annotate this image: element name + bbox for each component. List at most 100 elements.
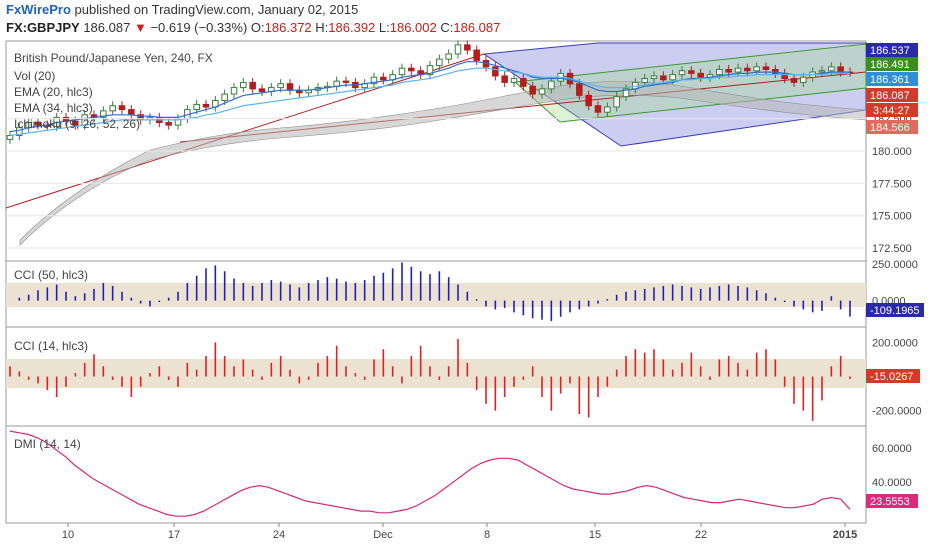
legend-ema34: EMA (34, hlc3) [14, 101, 93, 115]
candle-body [734, 67, 742, 73]
time-tick-label: 10 [62, 529, 74, 541]
candle-body [594, 105, 602, 113]
cci50-histogram [18, 262, 851, 322]
candle-body [622, 88, 630, 98]
candle-body [604, 106, 611, 113]
candle-body [286, 83, 294, 91]
candle-body [258, 88, 266, 92]
candle-body [641, 78, 648, 83]
tag-countdown-bg [866, 103, 918, 117]
dmi-series-line [9, 430, 851, 517]
legend-cci14: CCI (14, hlc3) [14, 339, 88, 353]
candle-body [529, 85, 536, 95]
low-label: L: [378, 20, 390, 35]
dmi-tick-label: 40.0000 [872, 477, 912, 489]
candle-body [548, 80, 555, 90]
candle-body [669, 74, 676, 81]
candle-body [118, 105, 126, 111]
candle-body [772, 68, 779, 74]
time-tick-label: 8 [484, 529, 490, 541]
candle-body [342, 80, 350, 83]
candle-body [753, 66, 760, 72]
candle-body [800, 76, 807, 83]
price-change: −0.619 (−0.33%) [150, 20, 248, 35]
chart-header: FxWirePro published on TradingView.com, … [0, 0, 932, 40]
candle-body [34, 122, 42, 126]
cci14-histogram [9, 338, 851, 421]
tag-184566: 184.566 [870, 122, 910, 134]
legend-vol: Vol (20) [14, 69, 55, 83]
candle-body [6, 134, 14, 140]
time-tick-label: 17 [168, 529, 180, 541]
publish-line: FxWirePro published on TradingView.com, … [6, 2, 358, 17]
candle-body [72, 120, 79, 126]
low-value: 186.002 [389, 20, 437, 35]
candle-body [445, 53, 452, 60]
candle-body [716, 68, 723, 76]
candle-body [473, 49, 480, 61]
legend-ichimoku: Ichimoku (9, 26, 52, 26) [14, 117, 140, 131]
price-candles [6, 40, 854, 144]
cci50-band [6, 283, 866, 307]
time-tick-label: 22 [695, 529, 707, 541]
candle-body [660, 75, 667, 81]
cci14-band [6, 359, 866, 388]
cci14-tick-label: 200.0000 [872, 337, 918, 349]
candle-body [16, 127, 23, 136]
candle-body [165, 122, 172, 126]
tag-184566-bg [866, 120, 918, 134]
brand-name[interactable]: FxWirePro [6, 2, 71, 17]
candle-body [109, 105, 116, 112]
candle-body [744, 67, 751, 72]
tag-186361-bg [866, 72, 918, 86]
price-tick-label: 172.500 [872, 243, 912, 255]
candle-body [837, 66, 844, 73]
price-tick-label: 180.000 [872, 146, 912, 158]
tag-186491: 186.491 [870, 59, 910, 71]
price-lines [9, 61, 850, 137]
candle-body [492, 66, 499, 77]
tag-186537-bg [866, 43, 918, 57]
cci50-tick-label: 250.0000 [872, 259, 918, 271]
high-label: H: [315, 20, 329, 35]
close-label: C: [440, 20, 454, 35]
candle-body [277, 83, 284, 89]
ema20-line [9, 61, 850, 133]
candle-body [650, 75, 658, 80]
candle-body [520, 78, 527, 87]
candle-body [230, 87, 238, 95]
time-tick-label: 15 [589, 529, 601, 541]
candle-body [725, 68, 732, 73]
tag-dmi: 23.5553 [870, 496, 910, 508]
candle-body [128, 109, 135, 116]
time-tick-label: Dec [373, 529, 393, 541]
cci14-tick-label: -200.0000 [872, 406, 922, 418]
time-axis: 10 17 24 Dec 8 15 22 2015 [62, 523, 857, 541]
tag-dmi-bg [866, 494, 918, 508]
candle-body [538, 88, 546, 95]
candle-body [408, 67, 415, 72]
candle-body [510, 78, 518, 83]
high-value: 186.392 [328, 20, 376, 35]
dmi-pane[interactable] [5, 425, 867, 524]
tag-cci50: -109.1965 [870, 305, 920, 317]
candle-body [576, 83, 583, 96]
candle-body [398, 67, 406, 76]
symbol-label[interactable]: FX:GBPJPY [6, 20, 80, 35]
tag-186361: 186.361 [870, 74, 910, 86]
candle-body [678, 70, 686, 76]
tag-cci14: -15.0267 [870, 371, 913, 383]
candle-body [100, 110, 107, 118]
time-tick-label: 24 [273, 529, 285, 541]
legend-dmi: DMI (14, 14) [14, 437, 81, 451]
tag-186087: 186.087 [870, 90, 910, 102]
trendline-upper[interactable] [5, 53, 485, 209]
candle-body [697, 72, 704, 78]
ichimoku-cloud [19, 81, 867, 246]
legend-title: British Pound/Japanese Yen, 240, FX [14, 51, 213, 65]
candle-body [249, 81, 256, 90]
candle-body [828, 66, 835, 72]
tag-186491-bg [866, 57, 918, 71]
